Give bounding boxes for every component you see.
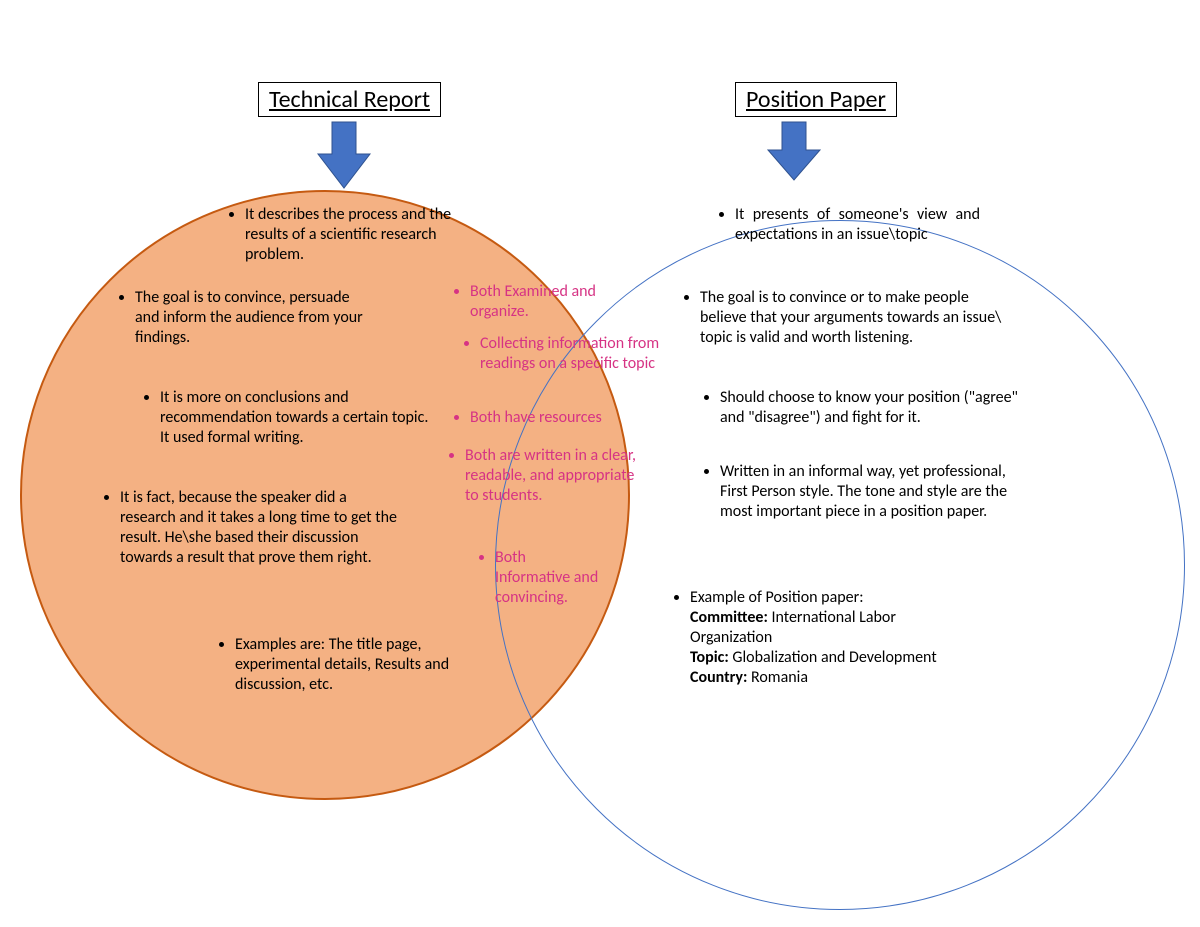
list-item: Written in an informal way, yet professi… (720, 462, 1030, 522)
pos-topic-value: Globalization and Development (729, 648, 937, 667)
pos-bullet-1: It presents of someone's view and expect… (715, 205, 980, 267)
list-item: It describes the process and the results… (245, 205, 480, 265)
arrow-down-left (316, 120, 372, 190)
tech-bullet-3: It is more on conclusions and recommenda… (140, 388, 430, 450)
list-item: Should choose to know your position ("ag… (720, 388, 1020, 428)
overlap-bullet-3: Both have resources (450, 408, 650, 430)
list-item: It is fact, because the speaker did a re… (120, 488, 405, 568)
list-item: Both are written in a clear, readable, a… (465, 446, 645, 506)
tech-bullet-5: Examples are: The title page, experiment… (215, 635, 505, 697)
tech-bullet-1: It describes the process and the results… (225, 205, 480, 267)
list-item: Both Examined and organize. (470, 282, 625, 322)
overlap-5b: Informative and convincing. (495, 568, 598, 607)
arrow-down-right (766, 120, 822, 182)
tech-bullet-2: The goal is to convince, persuade and in… (115, 288, 375, 350)
overlap-bullet-4: Both are written in a clear, readable, a… (445, 446, 645, 508)
venn-diagram: Technical Report Position Paper It descr… (0, 0, 1200, 927)
title-left: Technical Report (258, 82, 441, 117)
tech-bullet-4: It is fact, because the speaker did a re… (100, 488, 405, 570)
overlap-bullet-5: Both Informative and convincing. (475, 548, 615, 610)
overlap-bullet-1: Both Examined and organize. (450, 282, 625, 324)
list-item: It presents of someone's view and expect… (735, 205, 980, 245)
pos-bullet-5: Example of Position paper: Committee: In… (670, 588, 980, 690)
list-item: Both Informative and convincing. (495, 548, 615, 608)
pos-topic-label: Topic: (690, 648, 729, 667)
list-item: Examples are: The title page, experiment… (235, 635, 505, 695)
list-item: Example of Position paper: Committee: In… (690, 588, 980, 688)
pos-bullet-4: Written in an informal way, yet professi… (700, 462, 1030, 524)
title-right: Position Paper (735, 82, 897, 117)
pos-example-lead: Example of Position paper: (690, 588, 863, 607)
overlap-5a: Both (495, 548, 526, 567)
pos-bullet-3: Should choose to know your position ("ag… (700, 388, 1020, 430)
list-item: Collecting information from readings on … (480, 334, 660, 374)
list-item: It is more on conclusions and recommenda… (160, 388, 430, 448)
pos-bullet-2: The goal is to convince or to make peopl… (680, 288, 1010, 350)
pos-committee-label: Committee: (690, 608, 768, 627)
list-item: Both have resources (470, 408, 650, 428)
list-item: The goal is to convince or to make peopl… (700, 288, 1010, 348)
pos-country-value: Romania (747, 668, 808, 687)
list-item: The goal is to convince, persuade and in… (135, 288, 375, 348)
pos-country-label: Country: (690, 668, 747, 687)
overlap-bullet-2: Collecting information from readings on … (460, 334, 660, 376)
